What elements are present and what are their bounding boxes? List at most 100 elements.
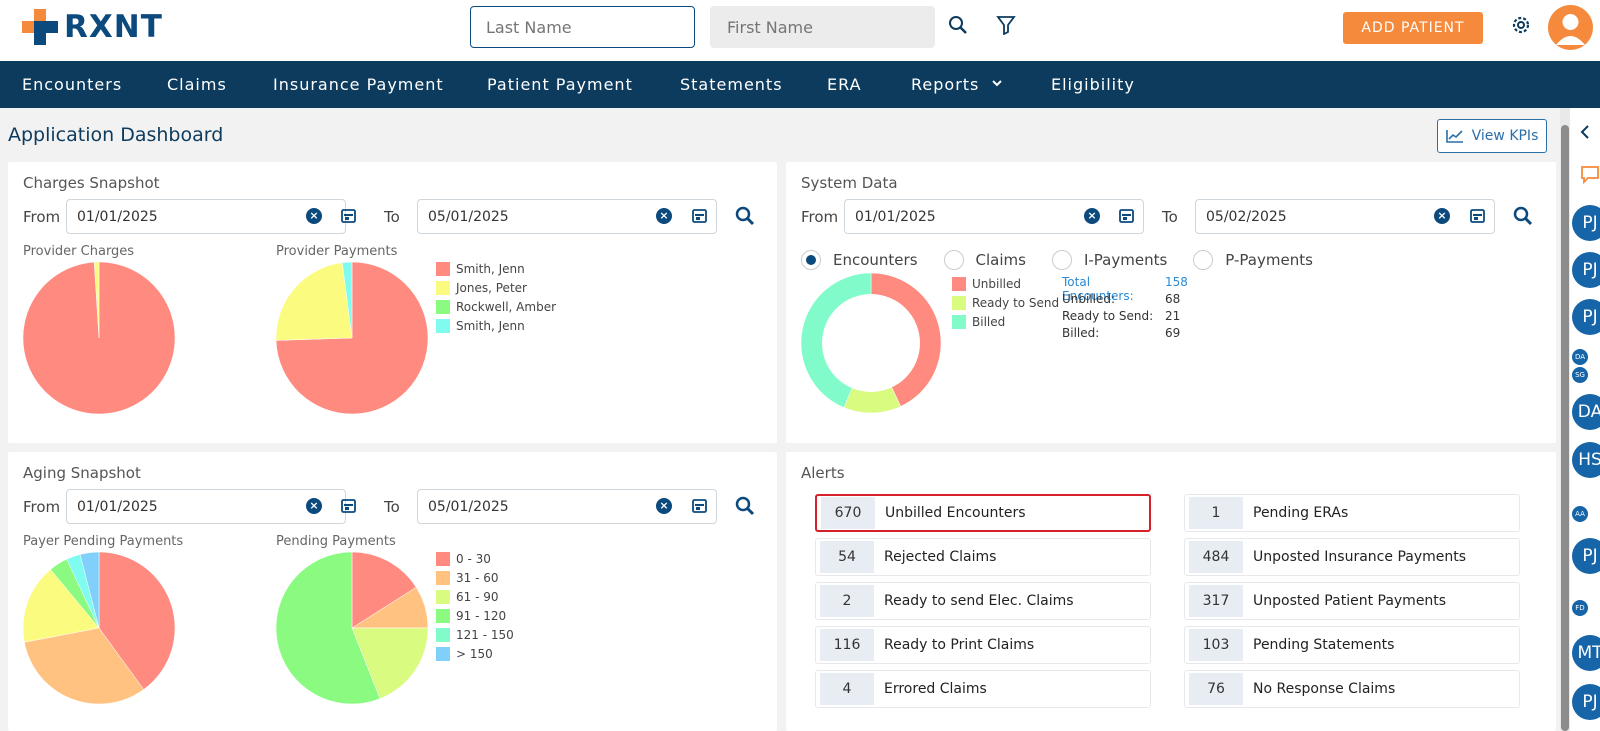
pie-slice-0-30[interactable] <box>351 552 417 629</box>
alerts-title: Alerts <box>801 464 845 482</box>
legend-label: > 150 <box>456 646 493 661</box>
user-avatar[interactable]: PJ <box>1572 538 1600 574</box>
clear-icon[interactable]: × <box>306 498 322 514</box>
alert-label: Ready to send Elec. Claims <box>884 593 1074 609</box>
search-icon[interactable] <box>735 496 755 516</box>
user-avatar[interactable]: DA <box>1572 394 1600 430</box>
calendar-icon[interactable] <box>341 208 356 223</box>
pie-slice-61-90[interactable] <box>23 569 100 643</box>
system-title: System Data <box>801 174 898 192</box>
alert-unposted-patient[interactable]: 317 Unposted Patient Payments <box>1184 582 1520 620</box>
calendar-icon[interactable] <box>1119 208 1134 223</box>
legend-swatch <box>952 276 966 291</box>
radio-claims[interactable]: Claims <box>943 250 1026 270</box>
pie-slice--150[interactable] <box>79 552 100 629</box>
legend-label: 61 - 90 <box>456 589 499 604</box>
charges-snapshot-panel: Charges Snapshot From 01/01/2025 × To 05… <box>8 162 777 443</box>
calendar-icon[interactable] <box>692 498 707 513</box>
from-date-field[interactable]: 01/01/2025 <box>66 199 346 234</box>
user-avatar-small[interactable]: AA <box>1572 506 1588 522</box>
pie-slice-smith-jenn[interactable] <box>342 262 353 339</box>
clear-icon[interactable]: × <box>1434 208 1450 224</box>
alert-errored-claims[interactable]: 4 Errored Claims <box>815 670 1151 708</box>
alert-ready-print-claims[interactable]: 116 Ready to Print Claims <box>815 626 1151 664</box>
chevron-down-icon[interactable] <box>991 74 1003 93</box>
radio-button[interactable] <box>1051 250 1072 270</box>
data-type-radio-group: Encounters Claims I-Payments P-Payments <box>801 250 1339 270</box>
radio-label: P-Payments <box>1225 251 1313 269</box>
view-kpis-button[interactable]: View KPIs <box>1437 119 1547 153</box>
alert-rejected-claims[interactable]: 54 Rejected Claims <box>815 538 1151 576</box>
clear-icon[interactable]: × <box>656 498 672 514</box>
nav-reports[interactable]: Reports <box>911 75 980 94</box>
clear-icon[interactable]: × <box>656 208 672 224</box>
aging-legend: 0 - 30 31 - 60 61 - 90 91 - 120 121 - 15… <box>436 549 514 663</box>
user-avatar[interactable]: PJ <box>1572 684 1600 720</box>
logo[interactable]: RXNT <box>22 9 163 45</box>
alert-unposted-insurance[interactable]: 484 Unposted Insurance Payments <box>1184 538 1520 576</box>
add-patient-button[interactable]: ADD PATIENT <box>1343 12 1483 44</box>
alert-pending-statements[interactable]: 103 Pending Statements <box>1184 626 1520 664</box>
unbilled-label: Unbilled: <box>1062 292 1116 306</box>
gear-icon[interactable] <box>1508 12 1534 38</box>
pie-slice-jones-peter[interactable] <box>276 262 353 341</box>
chevron-left-icon[interactable] <box>1580 125 1590 139</box>
to-date-field[interactable]: 05/02/2025 <box>1195 199 1495 234</box>
pie-slice-31-60[interactable] <box>24 627 145 704</box>
nav-eligibility[interactable]: Eligibility <box>1051 75 1135 94</box>
alert-pending-eras[interactable]: 1 Pending ERAs <box>1184 494 1520 532</box>
unbilled-value: 68 <box>1165 292 1181 306</box>
nav-statements[interactable]: Statements <box>680 75 783 94</box>
user-avatar[interactable]: PJ <box>1572 299 1600 335</box>
pie-slice-smith-jenn[interactable] <box>276 262 428 414</box>
pie-slice-0-30[interactable] <box>98 552 175 690</box>
to-date-field[interactable]: 05/01/2025 <box>417 489 717 524</box>
user-avatar-small[interactable]: FD <box>1572 600 1588 616</box>
nav-patient-payment[interactable]: Patient Payment <box>487 75 633 94</box>
legend-label: Rockwell, Amber <box>456 299 557 314</box>
nav-era[interactable]: ERA <box>827 75 862 94</box>
nav-encounters[interactable]: Encounters <box>22 75 123 94</box>
radio-button[interactable] <box>1193 250 1214 270</box>
radio-p-payments[interactable]: P-Payments <box>1193 250 1313 270</box>
user-avatar[interactable]: PJ <box>1572 252 1600 288</box>
pie-slice-jones-peter[interactable] <box>93 262 100 339</box>
search-icon[interactable] <box>735 206 755 226</box>
filter-icon[interactable] <box>993 12 1019 38</box>
clear-icon[interactable]: × <box>306 208 322 224</box>
calendar-icon[interactable] <box>1470 208 1485 223</box>
nav-insurance-payment[interactable]: Insurance Payment <box>273 75 444 94</box>
pie-slice-91-120[interactable] <box>276 552 381 704</box>
user-avatar[interactable] <box>1548 5 1593 50</box>
user-avatar-small[interactable]: DA <box>1572 349 1588 365</box>
calendar-icon[interactable] <box>692 208 707 223</box>
first-name-input[interactable] <box>710 6 935 48</box>
from-date-field[interactable]: 01/01/2025 <box>66 489 346 524</box>
user-avatar[interactable]: PJ <box>1572 205 1600 241</box>
legend-item: 91 - 120 <box>436 606 514 625</box>
radio-button[interactable] <box>943 250 964 270</box>
alert-no-response[interactable]: 76 No Response Claims <box>1184 670 1520 708</box>
user-avatar-small[interactable]: SG <box>1572 367 1588 383</box>
provider-payments-pie <box>276 262 428 414</box>
radio-i-payments[interactable]: I-Payments <box>1051 250 1167 270</box>
clear-icon[interactable]: × <box>1084 208 1100 224</box>
to-label: To <box>1162 208 1178 226</box>
search-icon[interactable] <box>945 12 971 38</box>
user-avatar[interactable]: HS <box>1572 442 1600 478</box>
to-date-field[interactable]: 05/01/2025 <box>417 199 717 234</box>
user-avatar[interactable]: MT <box>1572 635 1600 671</box>
alert-ready-elec-claims[interactable]: 2 Ready to send Elec. Claims <box>815 582 1151 620</box>
radio-button[interactable] <box>801 250 821 270</box>
calendar-icon[interactable] <box>341 498 356 513</box>
pie-slice-61-90[interactable] <box>351 627 428 699</box>
radio-encounters[interactable]: Encounters <box>801 250 918 270</box>
chat-icon[interactable] <box>1580 164 1600 184</box>
alert-unbilled-encounters[interactable]: 670 Unbilled Encounters <box>815 494 1151 532</box>
alert-count: 116 <box>820 629 874 661</box>
last-name-input[interactable] <box>470 6 695 48</box>
nav-claims[interactable]: Claims <box>167 75 227 94</box>
legend-swatch <box>436 570 450 585</box>
scrollbar-thumb[interactable] <box>1561 125 1569 731</box>
search-icon[interactable] <box>1513 206 1533 226</box>
